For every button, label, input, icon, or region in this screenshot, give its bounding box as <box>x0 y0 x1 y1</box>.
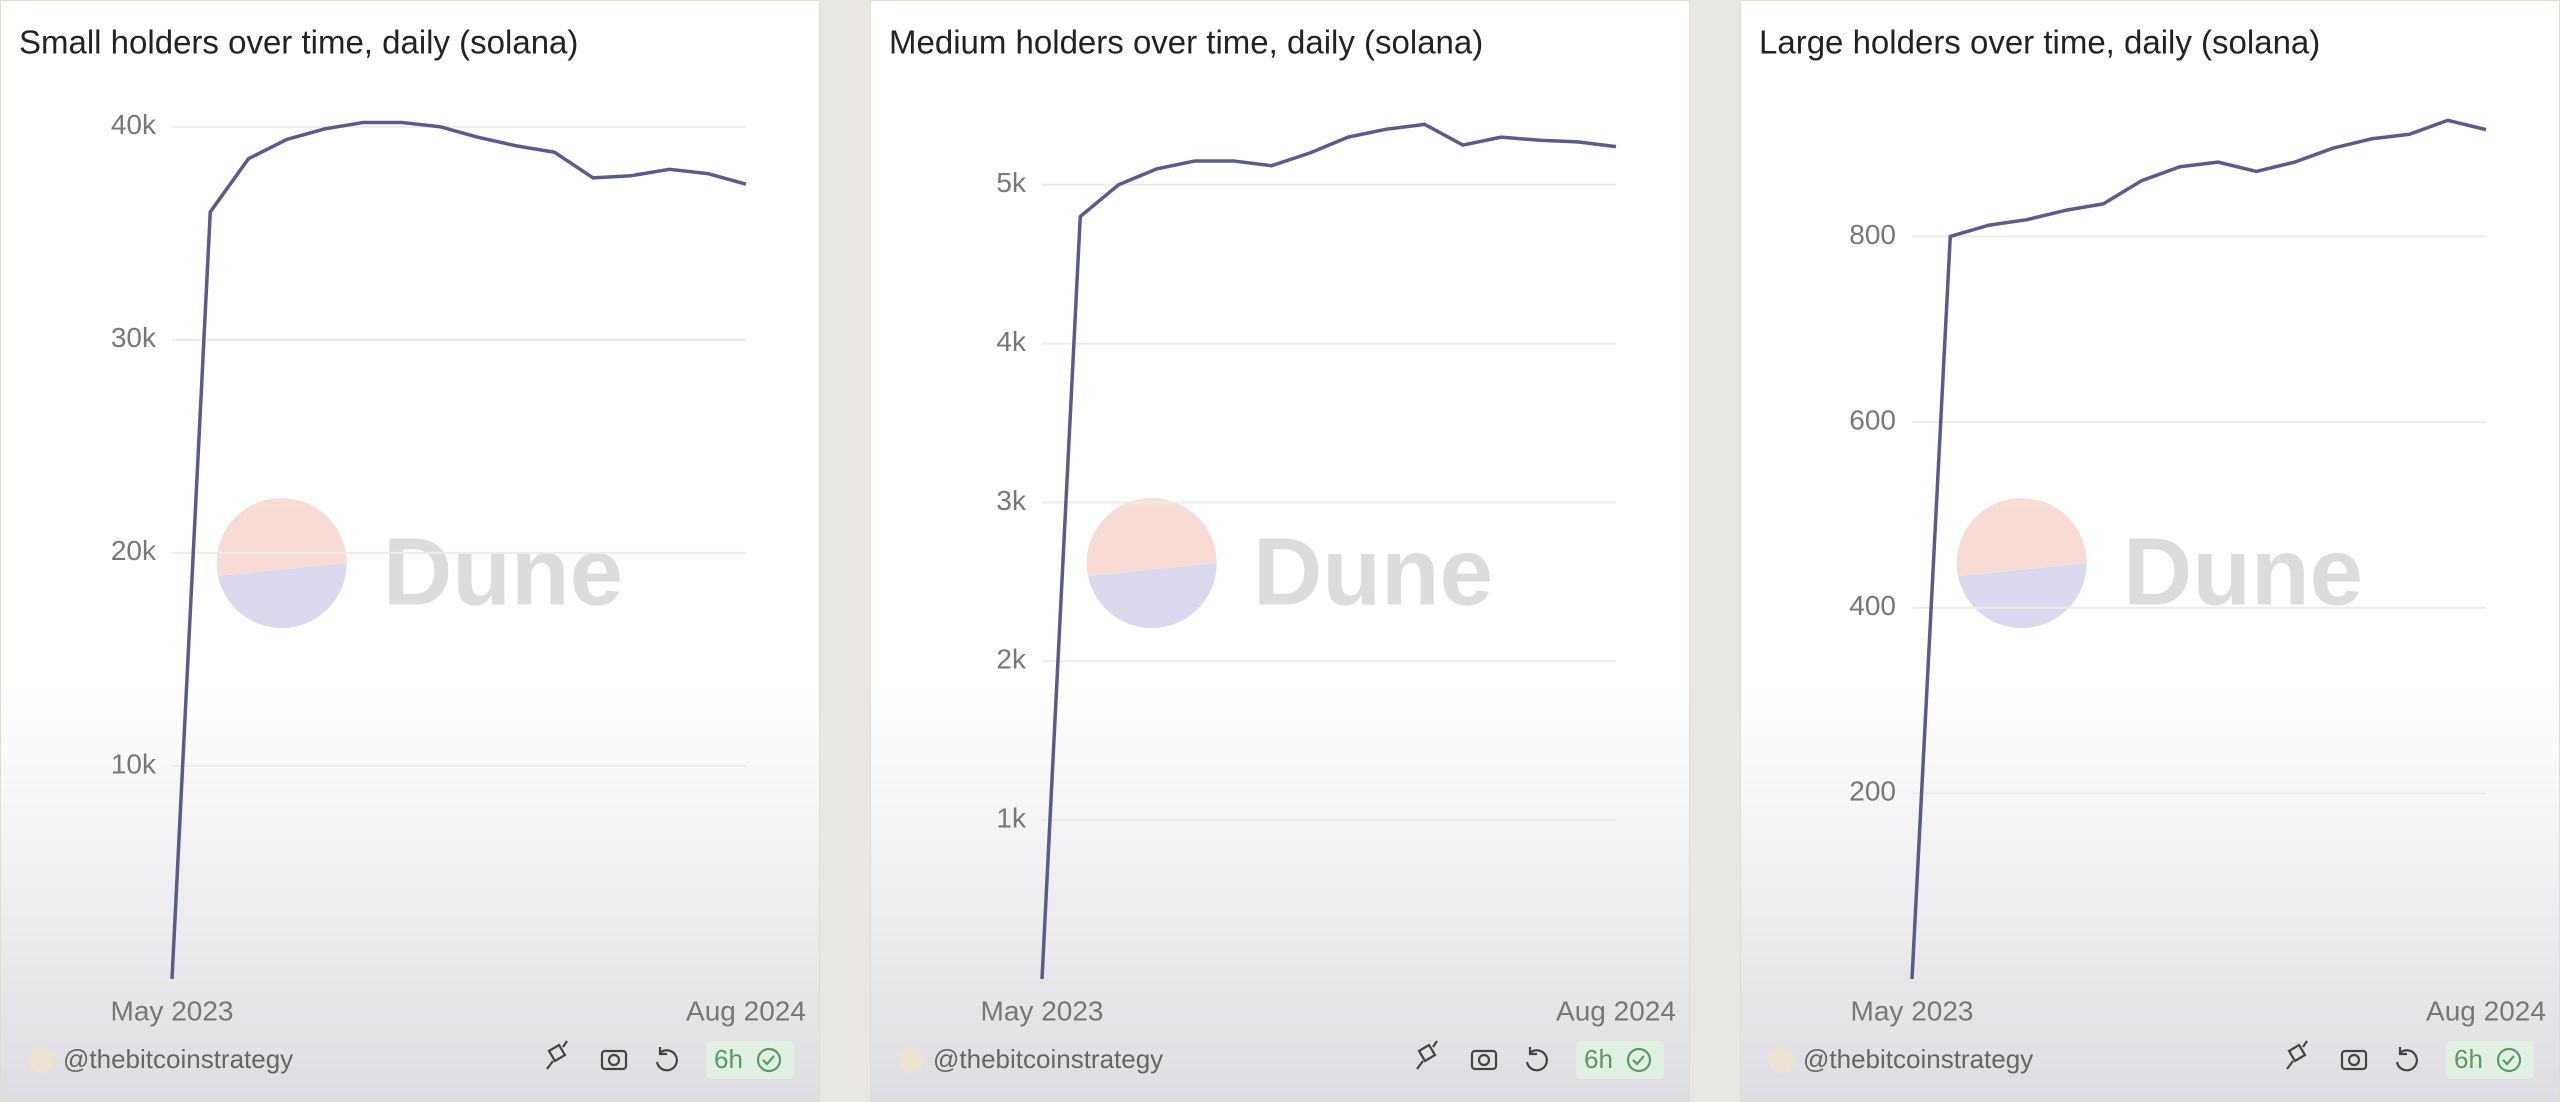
icon-screenshot[interactable] <box>1470 1049 1498 1071</box>
watermark-logo-bottom <box>1088 563 1217 629</box>
y-tick-label: 3k <box>996 485 1027 516</box>
watermark <box>1956 498 2087 629</box>
icon-screenshot-lens <box>607 1053 621 1067</box>
icon-screenshot[interactable] <box>600 1049 628 1071</box>
author-handle[interactable]: @thebitcoinstrategy <box>1803 1044 2033 1074</box>
icon-screenshot-lens <box>2347 1053 2361 1067</box>
x-tick-label: Aug 2024 <box>2426 995 2546 1026</box>
check-icon <box>756 1047 782 1073</box>
x-tick-label: Aug 2024 <box>1556 995 1676 1026</box>
toolbar-icons <box>546 1040 678 1072</box>
y-tick-label: 30k <box>111 322 157 353</box>
icon-refresh[interactable] <box>655 1047 678 1072</box>
y-tick-label: 4k <box>996 326 1027 357</box>
watermark-logo-top <box>216 498 347 576</box>
y-tick-label: 1k <box>996 803 1027 834</box>
toolbar-icons <box>1416 1040 1548 1072</box>
y-tick-label: 600 <box>1849 404 1896 435</box>
data-line <box>1910 118 2487 980</box>
x-tick-label: May 2023 <box>1851 995 1974 1026</box>
y-tick-label: 2k <box>996 644 1027 675</box>
data-line <box>1040 122 1617 980</box>
avatar <box>1768 1047 1794 1073</box>
check-icon <box>1626 1047 1652 1073</box>
toolbar-icons <box>2286 1040 2418 1072</box>
freshness-text: 6h <box>2454 1044 2483 1074</box>
watermark <box>216 498 347 629</box>
watermark-logo-top <box>1956 498 2087 576</box>
watermark-logo-bottom <box>1958 563 2087 629</box>
chart-panel: Small holders over time, daily (solana) D… <box>0 0 820 1102</box>
x-tick-label: Aug 2024 <box>686 995 806 1026</box>
icon-embed[interactable] <box>1416 1040 1438 1070</box>
data-line <box>170 120 747 980</box>
icon-screenshot-lens <box>1477 1053 1491 1067</box>
watermark-text: Dune <box>1253 518 1493 625</box>
icon-refresh[interactable] <box>2395 1047 2418 1072</box>
watermark-text: Dune <box>2123 518 2363 625</box>
y-tick-label: 5k <box>996 167 1027 198</box>
y-tick-label: 40k <box>111 109 157 140</box>
watermark-logo-top <box>1086 498 1217 576</box>
watermark-text: Dune <box>383 518 623 625</box>
x-tick-label: May 2023 <box>111 995 234 1026</box>
author-handle[interactable]: @thebitcoinstrategy <box>63 1044 293 1074</box>
icon-screenshot[interactable] <box>2340 1049 2368 1071</box>
chart: Large holders over time, daily (solana) D… <box>1759 24 2546 1079</box>
chart-title: Large holders over time, daily (solana) <box>1759 24 2320 61</box>
y-tick-label: 200 <box>1849 776 1896 807</box>
y-tick-label: 20k <box>111 535 157 566</box>
icon-embed[interactable] <box>546 1040 568 1070</box>
chart: Small holders over time, daily (solana) D… <box>19 24 806 1079</box>
chart-panel: Large holders over time, daily (solana) D… <box>1740 0 2560 1102</box>
check-mark <box>2502 1055 2515 1066</box>
avatar <box>898 1047 924 1073</box>
chart: Medium holders over time, daily (solana)… <box>889 24 1676 1079</box>
chart-title: Medium holders over time, daily (solana) <box>889 24 1483 61</box>
avatar <box>28 1047 54 1073</box>
icon-embed[interactable] <box>2286 1040 2308 1070</box>
y-tick-label: 800 <box>1849 219 1896 250</box>
x-tick-label: May 2023 <box>981 995 1104 1026</box>
check-mark <box>762 1055 775 1066</box>
check-mark <box>1632 1055 1645 1066</box>
author-handle[interactable]: @thebitcoinstrategy <box>933 1044 1163 1074</box>
icon-refresh[interactable] <box>1525 1047 1548 1072</box>
freshness-text: 6h <box>1584 1044 1613 1074</box>
y-tick-label: 400 <box>1849 590 1896 621</box>
check-icon <box>2496 1047 2522 1073</box>
y-tick-label: 10k <box>111 748 157 779</box>
watermark-logo-bottom <box>218 563 347 629</box>
watermark <box>1086 498 1217 629</box>
freshness-text: 6h <box>714 1044 743 1074</box>
chart-panel: Medium holders over time, daily (solana)… <box>870 0 1690 1102</box>
chart-title: Small holders over time, daily (solana) <box>19 24 578 61</box>
